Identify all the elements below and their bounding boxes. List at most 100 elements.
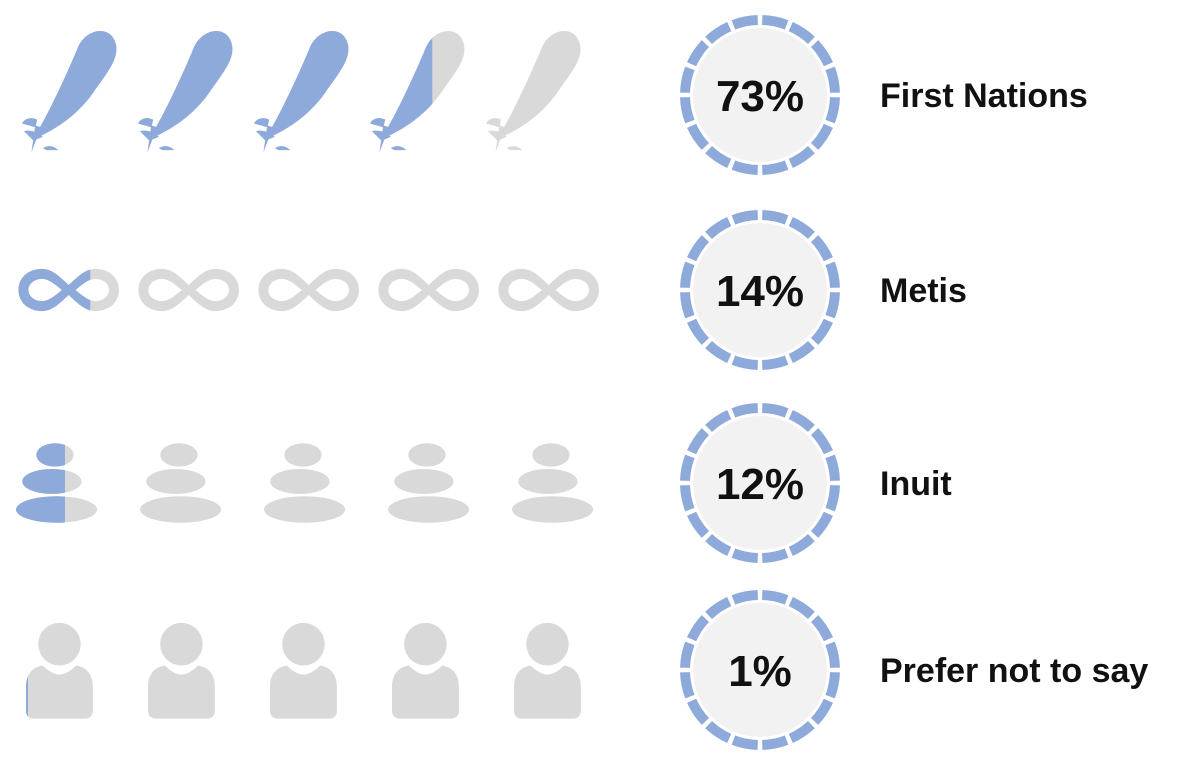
feather-icon — [22, 31, 117, 152]
ring-segment — [680, 97, 695, 124]
ring-segment — [825, 261, 840, 288]
ring-segment — [810, 235, 833, 262]
ring-segment — [705, 410, 732, 433]
badge-disc — [693, 223, 827, 357]
ring-segment — [762, 403, 789, 418]
ring-segment — [762, 355, 789, 370]
ring-segment — [788, 22, 815, 45]
row-first-nations: 73% First Nations — [22, 15, 1088, 175]
person-icon — [270, 622, 337, 719]
percent-badge: 14% — [680, 210, 840, 370]
ring-segment — [825, 97, 840, 124]
ring-segment — [687, 698, 710, 725]
ring-segment — [687, 40, 710, 67]
ring-segment — [825, 454, 840, 481]
ring-segment — [731, 160, 758, 175]
stacked-stones-icon — [16, 443, 98, 523]
ring-segment — [788, 340, 815, 363]
ring-segment — [788, 145, 815, 168]
ring-segment — [705, 22, 732, 45]
ring-segment — [731, 735, 758, 750]
category-label: Prefer not to say — [880, 652, 1148, 690]
infinity-icon — [498, 268, 599, 312]
ring-segment — [810, 511, 833, 538]
ring-segment — [680, 672, 695, 699]
category-label: Inuit — [880, 465, 952, 503]
ring-segment — [705, 217, 732, 240]
ring-segment — [705, 340, 732, 363]
percent-badge: 12% — [680, 403, 840, 563]
ring-segment — [731, 210, 758, 225]
stacked-stones-icon — [264, 443, 346, 523]
ring-segment — [788, 217, 815, 240]
infinity-icon — [258, 268, 359, 312]
ring-segment — [762, 210, 789, 225]
stacked-stones-icon — [388, 443, 470, 523]
ring-segment — [687, 235, 710, 262]
ring-segment — [810, 698, 833, 725]
stacked-stones-icon — [512, 443, 594, 523]
ring-segment — [731, 355, 758, 370]
percent-value: 1% — [728, 647, 792, 696]
ring-segment — [825, 485, 840, 512]
ring-segment — [731, 590, 758, 605]
feather-icon — [370, 31, 465, 152]
row-prefer-not-to-say: 1% Prefer not to say — [26, 590, 1148, 750]
percent-badge: 1% — [680, 590, 840, 750]
ring-segment — [810, 123, 833, 150]
ring-segment — [680, 454, 695, 481]
person-icon — [148, 622, 215, 719]
ring-segment — [762, 548, 789, 563]
ring-segment — [762, 590, 789, 605]
infinity-icon — [18, 268, 119, 312]
ring-segment — [705, 597, 732, 620]
ring-segment — [680, 485, 695, 512]
stacked-stones-icon — [140, 443, 222, 523]
ring-segment — [680, 66, 695, 93]
ring-segment — [762, 15, 789, 30]
ring-segment — [788, 597, 815, 620]
category-label: First Nations — [880, 77, 1088, 115]
infinity-icon — [378, 268, 479, 312]
ring-segment — [731, 403, 758, 418]
person-icon — [26, 622, 93, 719]
ring-segment — [810, 40, 833, 67]
ring-segment — [687, 511, 710, 538]
person-icon — [514, 622, 581, 719]
ring-segment — [731, 548, 758, 563]
person-icon — [392, 622, 459, 719]
row-inuit: 12% Inuit — [16, 403, 952, 563]
ring-segment — [705, 720, 732, 743]
feather-icon — [486, 31, 581, 152]
ring-segment — [680, 292, 695, 319]
ring-segment — [825, 292, 840, 319]
ring-segment — [731, 15, 758, 30]
badge-disc — [693, 28, 827, 162]
ring-segment — [825, 641, 840, 668]
feather-icon — [254, 31, 349, 152]
badge-disc — [693, 603, 827, 737]
percent-badge: 73% — [680, 15, 840, 175]
feather-icon — [138, 31, 233, 152]
ring-segment — [687, 123, 710, 150]
ring-segment — [705, 145, 732, 168]
ring-segment — [687, 615, 710, 642]
ring-segment — [810, 615, 833, 642]
ring-segment — [680, 641, 695, 668]
ring-segment — [705, 533, 732, 556]
ring-segment — [810, 318, 833, 345]
badge-disc — [693, 416, 827, 550]
row-metis: 14% Metis — [18, 210, 967, 370]
ring-segment — [687, 428, 710, 455]
infinity-icon — [138, 268, 239, 312]
percent-value: 12% — [716, 460, 804, 509]
ring-segment — [762, 735, 789, 750]
ring-segment — [788, 720, 815, 743]
ring-segment — [825, 672, 840, 699]
ring-segment — [788, 410, 815, 433]
percent-value: 14% — [716, 267, 804, 316]
ring-segment — [680, 261, 695, 288]
percent-value: 73% — [716, 72, 804, 121]
ring-segment — [825, 66, 840, 93]
